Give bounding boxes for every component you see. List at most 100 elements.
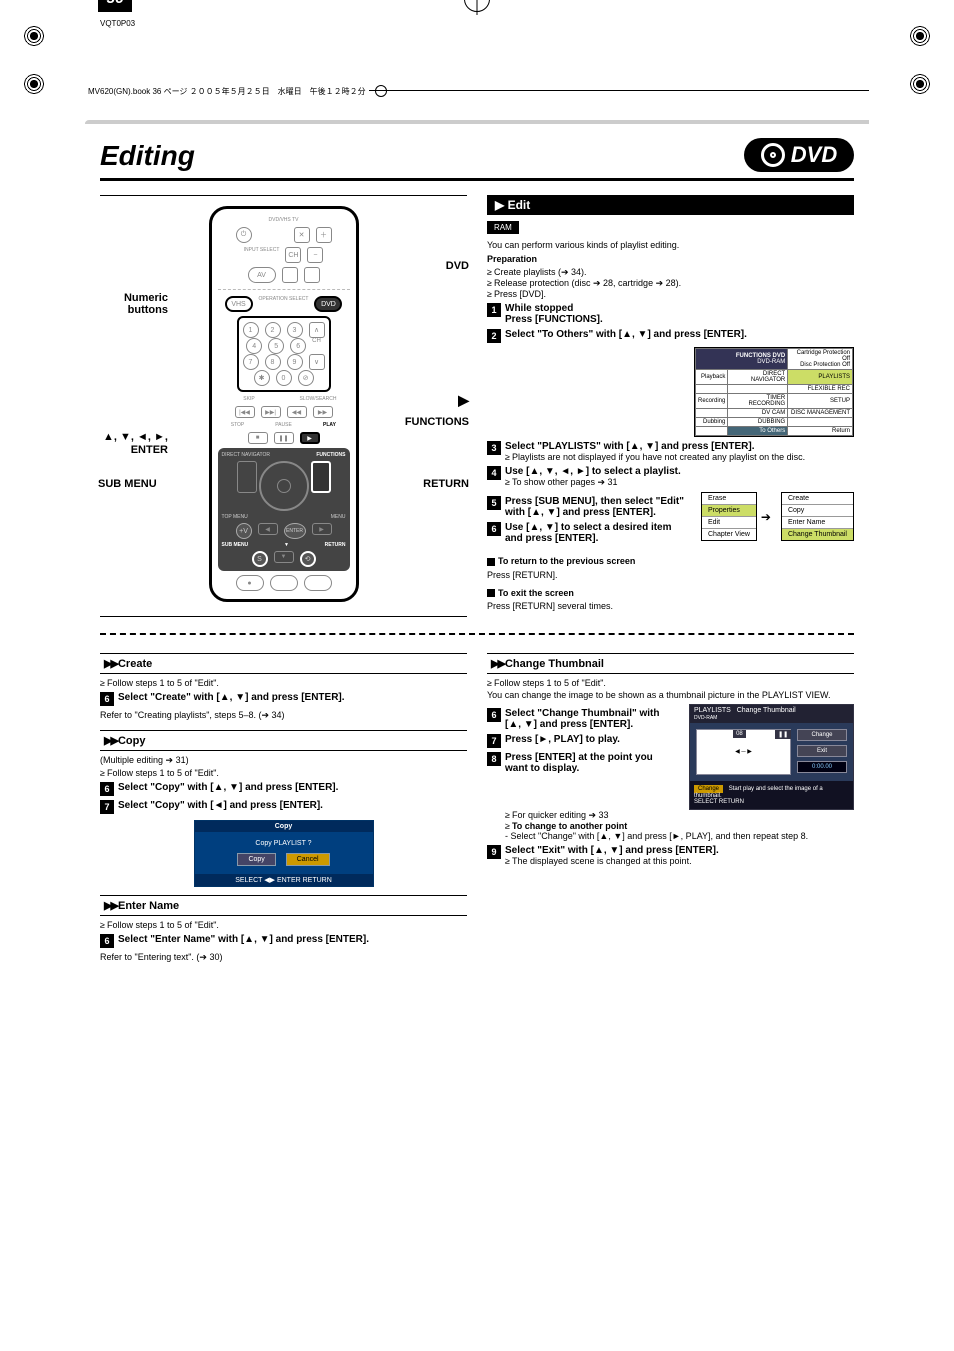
step-num: 3 bbox=[487, 441, 501, 455]
topmenu-btn bbox=[237, 461, 257, 493]
regmark-icon bbox=[20, 70, 48, 98]
remote-label: SLOW/SEARCH bbox=[287, 396, 350, 402]
note: The displayed scene is changed at this p… bbox=[505, 856, 854, 866]
note: For quicker editing ➔ 33 bbox=[505, 810, 854, 821]
return-btn: ⟲ bbox=[300, 551, 316, 567]
osd-time: 0:00.00 bbox=[797, 761, 847, 773]
left-btn: ◀ bbox=[258, 523, 278, 535]
entername-heading: Enter Name bbox=[100, 895, 467, 916]
down-btn: ▼ bbox=[274, 551, 294, 563]
pause-btn: ❚❚ bbox=[274, 432, 294, 444]
note: Follow steps 1 to 5 of "Edit". bbox=[487, 678, 854, 688]
menu-item: Edit bbox=[702, 517, 756, 529]
square-icon bbox=[487, 589, 495, 597]
step-num: 7 bbox=[100, 800, 114, 814]
osd-cart: Cartridge Protection Off Disc Protection… bbox=[788, 349, 853, 370]
page-code: VQT0P03 bbox=[100, 19, 135, 28]
vol-icon: − bbox=[307, 247, 323, 263]
functions-btn bbox=[311, 461, 331, 493]
rew: ◀◀ bbox=[287, 406, 307, 418]
osd-ft: SELECT RETURN bbox=[694, 799, 744, 805]
stop-btn: ■ bbox=[248, 432, 268, 444]
dvd-badge: DVD bbox=[744, 138, 854, 172]
remote-diagram: Numeric buttons DVD FUNCTIONS ▲, ▼, ◄, ►… bbox=[100, 195, 467, 617]
ram-badge: RAM bbox=[487, 221, 519, 234]
arrow-icon: ➔ bbox=[761, 510, 771, 524]
osd-title2: Change Thumbnail bbox=[737, 707, 796, 714]
prep-item: Release protection (disc ➔ 28, cartridge… bbox=[487, 278, 854, 289]
remote-label: DIRECT NAVIGATOR bbox=[222, 452, 271, 458]
ch-icon: CH bbox=[285, 247, 301, 263]
remote-label: TOP MENU bbox=[222, 514, 248, 520]
note-heading: To return to the previous screen bbox=[498, 556, 635, 566]
callout-numeric: Numeric buttons bbox=[98, 292, 168, 316]
note: Follow steps 1 to 5 of "Edit". bbox=[100, 920, 467, 930]
remote-label: PLAY bbox=[310, 422, 350, 428]
thumb-heading: Change Thumbnail bbox=[487, 653, 854, 674]
dvd-badge-text: DVD bbox=[791, 142, 837, 168]
menu-item: Chapter View bbox=[702, 529, 756, 540]
osd-exit-btn: Exit bbox=[797, 745, 847, 757]
enter-btn: ENTER bbox=[284, 523, 306, 539]
num-btn: 0 bbox=[276, 370, 292, 386]
step-text: Press [FUNCTIONS]. bbox=[505, 314, 603, 325]
osd-sub: DVD-RAM bbox=[757, 359, 785, 365]
osd-num: 08 bbox=[733, 730, 746, 738]
remote-body: DVD/VHS TV ⏻ ✕ ＋ INPUT SELECT CH − AV bbox=[209, 206, 359, 602]
osd-cell: PLAYLISTS bbox=[788, 370, 853, 385]
step-text: Select "Exit" with [▲, ▼] and press [ENT… bbox=[505, 845, 719, 856]
blank-btn bbox=[282, 267, 298, 283]
osd-cell: SETUP bbox=[788, 394, 853, 409]
osd-cell: Dubbing bbox=[696, 418, 728, 427]
note: You can change the image to be shown as … bbox=[487, 690, 854, 702]
pause-icon: ❚❚ bbox=[775, 730, 791, 739]
step-num: 8 bbox=[487, 752, 501, 766]
vhs-btn: VHS bbox=[225, 296, 253, 312]
remote-label: CH bbox=[312, 338, 321, 354]
functions-osd: FUNCTIONS DVDDVD-RAMCartridge Protection… bbox=[694, 347, 854, 437]
hash-btn: ⊘ bbox=[298, 370, 314, 386]
create-heading: Create bbox=[100, 653, 467, 674]
step-text: While stopped bbox=[505, 303, 573, 314]
prep-item: Press [DVD]. bbox=[487, 289, 854, 299]
step-text: Select "Create" with [▲, ▼] and press [E… bbox=[118, 692, 345, 703]
note-text: Press [RETURN]. bbox=[487, 570, 854, 582]
remote-label: MENU bbox=[331, 514, 346, 520]
num-btn: 7 bbox=[243, 354, 259, 370]
prep-item: Create playlists (➔ 34). bbox=[487, 267, 854, 278]
num-btn: 9 bbox=[287, 354, 303, 370]
ast-btn: ✱ bbox=[254, 370, 270, 386]
plus-icon: ＋ bbox=[316, 227, 332, 243]
submenu-btn: S bbox=[252, 551, 268, 567]
header-note: MV620(GN).book 36 ページ ２００５年５月２５日 水曜日 午後１… bbox=[85, 86, 369, 97]
dvd-mode-btn: DVD bbox=[314, 296, 342, 312]
av-btn: AV bbox=[248, 267, 276, 283]
book-header: MV620(GN).book 36 ページ ２００５年５月２５日 水曜日 午後１… bbox=[85, 90, 869, 103]
step-text: Select "PLAYLISTS" with [▲, ▼] and press… bbox=[505, 441, 755, 452]
remote-label: SUB MENU bbox=[222, 542, 249, 548]
step-text: Use [▲, ▼] to select a desired item and … bbox=[505, 522, 672, 544]
mute-icon: ✕ bbox=[294, 227, 310, 243]
callout-arrows: ▲, ▼, ◄, ►, ENTER bbox=[98, 431, 168, 457]
menu-item: Properties bbox=[702, 505, 756, 517]
callout-return: RETURN bbox=[423, 478, 469, 490]
play-btn: ▶ bbox=[300, 432, 320, 444]
step-text: Select "Change Thumbnail" with [▲, ▼] an… bbox=[505, 708, 660, 730]
skip-back: |◀◀ bbox=[235, 406, 255, 418]
note-heading: To change to another point bbox=[512, 821, 627, 831]
step-num: 2 bbox=[487, 329, 501, 343]
callout-submenu: SUB MENU bbox=[98, 478, 157, 490]
step-text: Select "To Others" with [▲, ▼] and press… bbox=[505, 329, 747, 340]
remote-label: FUNCTIONS bbox=[316, 452, 345, 458]
step-text: Use [▲, ▼, ◄, ►] to select a playlist. bbox=[505, 466, 681, 477]
note: Follow steps 1 to 5 of "Edit". bbox=[100, 678, 467, 688]
step-num: 1 bbox=[487, 303, 501, 317]
crossmark-icon bbox=[464, 0, 490, 12]
ch-dn: ∨ bbox=[309, 354, 325, 370]
recmode-btn bbox=[270, 575, 298, 591]
osd-cell: Recording bbox=[696, 394, 728, 409]
prep-heading: Preparation bbox=[487, 254, 854, 266]
step-note: Playlists are not displayed if you have … bbox=[505, 452, 854, 462]
remote-label: INPUT SELECT bbox=[244, 247, 280, 263]
osd-cell: To Others bbox=[728, 427, 788, 436]
